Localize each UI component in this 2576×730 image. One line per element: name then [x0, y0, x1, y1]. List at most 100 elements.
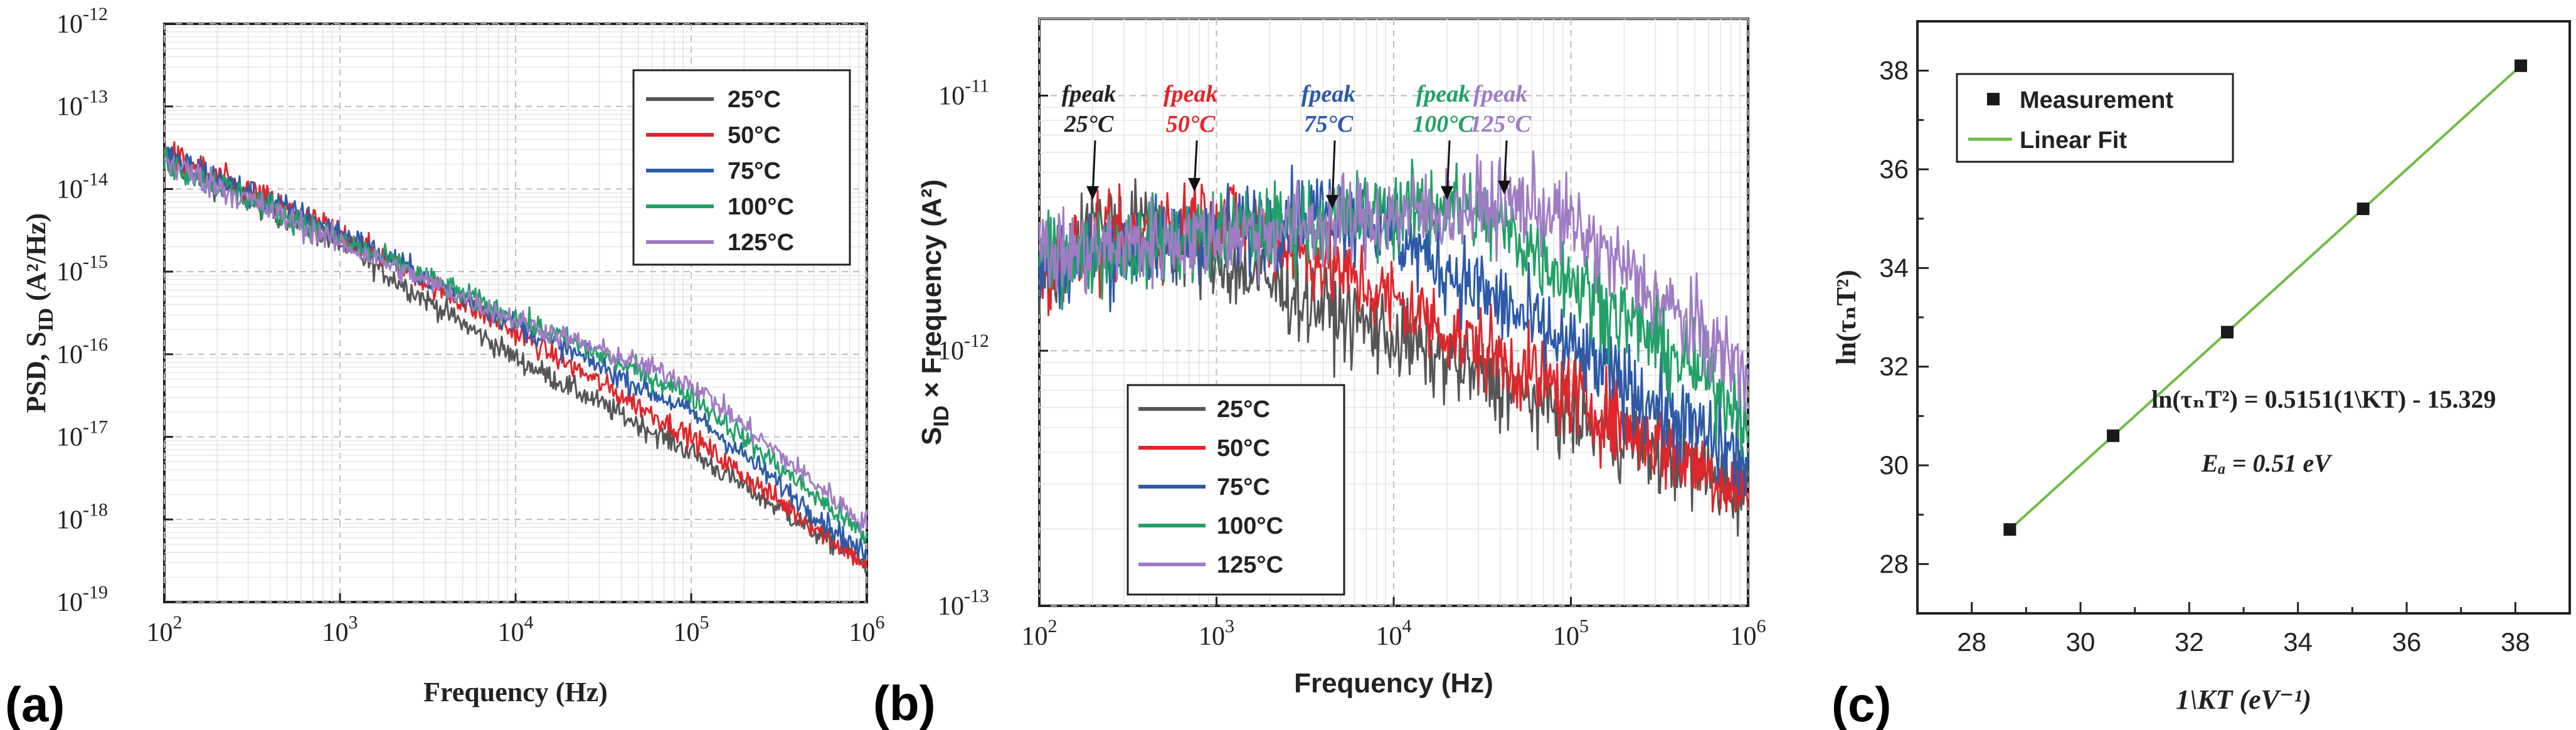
panel-b-ytick-label-2: 10-11 — [938, 75, 989, 110]
panel-b-xtick-label-1: 103 — [1199, 616, 1234, 651]
panel-c-letter: (c) — [1831, 677, 1891, 730]
panel-a-letter: (a) — [5, 677, 65, 730]
panel-a-ytick-label-7: 10-12 — [56, 4, 108, 39]
panel-c-xtick-label-1: 30 — [2066, 627, 2096, 657]
panel-a-xtick-label-0: 102 — [147, 612, 183, 647]
panel-a-tick-labels: 102 103 104 105 106 10-19 10-18 10-17 10-16 10-15… — [56, 4, 885, 647]
panel-a-series-3 — [163, 146, 868, 544]
panel-c-xtick-label-4: 36 — [2392, 627, 2422, 657]
panel-c-x-axis-title: 1\KT (eV⁻¹) — [2176, 684, 2311, 715]
panel-c-series — [2003, 59, 2527, 536]
panel-b-y-axis-title: SID × Frequency (A²) — [916, 179, 953, 445]
panel-b-anno-arrowhead-4 — [1498, 180, 1511, 194]
panel-b-anno-temp-2: 75°C — [1304, 111, 1354, 137]
panel-b-anno-title-0: fpeak — [1062, 81, 1116, 107]
panel-c-activation-energy: Eₐ = 0.51 eV — [2201, 449, 2333, 477]
panel-b-legend: 25°C 50°C 75°C 100°C 125°C — [1126, 384, 1345, 596]
panel-b-anno-title-3: fpeak — [1416, 81, 1471, 107]
panel-c-fit-equation: ln(τₙT²) = 0.5151(1\KT) - 15.329 — [2151, 385, 2496, 413]
panel-b-tick-labels: 102 103 104 105 106 10-13 10-12 10-11 — [938, 75, 1766, 651]
panel-a-ytick-label-5: 10-14 — [56, 169, 108, 204]
panel-c-legend-label-1: Linear Fit — [2020, 127, 2127, 154]
panel-a-series — [163, 140, 868, 574]
panel-a-ytick-label-4: 10-15 — [56, 251, 108, 287]
panel-c-ytick-label-3: 34 — [1879, 253, 1909, 282]
panel-b-legend-label-2: 75°C — [1217, 474, 1270, 500]
panel-b-anno-temp-4: 125°C — [1470, 111, 1531, 137]
panel-a-ytick-label-0: 10-19 — [56, 582, 108, 617]
panel-a-psd-chart: 102 103 104 105 106 10-19 10-18 10-17 10-16 10-15… — [5, 4, 885, 730]
panel-c-ytick-label-4: 36 — [1879, 154, 1909, 184]
panel-b-anno-arrowhead-0 — [1086, 186, 1100, 200]
panel-a-x-axis-title: Frequency (Hz) — [423, 677, 608, 707]
panel-a-xtick-label-3: 105 — [674, 612, 709, 647]
panel-b-legend-box — [1126, 384, 1345, 596]
panel-a-legend-label-2: 75°C — [728, 158, 781, 184]
panel-c-point-2 — [2221, 325, 2234, 339]
panel-a-xtick-label-2: 104 — [498, 612, 534, 647]
panel-c-legend-label-0: Measurement — [2020, 87, 2173, 114]
panel-b-ytick-label-1: 10-12 — [938, 331, 989, 366]
panel-c-xtick-label-5: 38 — [2501, 627, 2530, 657]
panel-a-ytick-label-6: 10-13 — [56, 87, 108, 122]
panel-b-xtick-label-4: 106 — [1731, 616, 1766, 651]
panel-a-ytick-label-3: 10-16 — [56, 334, 108, 369]
panel-a-y-axis-title: PSD, SID (A²/Hz) — [21, 213, 58, 413]
panel-a-ytick-label-1: 10-18 — [56, 499, 108, 534]
panel-b-anno-arrow-2 — [1331, 140, 1336, 205]
panel-c-point-3 — [2356, 202, 2370, 215]
panel-a-xtick-label-1: 103 — [322, 612, 358, 647]
panel-c-xtick-label-2: 32 — [2175, 627, 2204, 657]
panel-b-anno-title-4: fpeak — [1473, 81, 1528, 107]
panel-c-arrhenius-chart: 28 30 32 34 36 38 28 30 32 34 36 38 1\KT (eV⁻¹) ln(… — [1831, 20, 2571, 730]
panel-c-legend: Measurement Linear Fit — [1956, 73, 2234, 163]
panel-b-anno-temp-0: 25°C — [1064, 111, 1114, 137]
panel-c-ytick-label-0: 28 — [1879, 549, 1909, 578]
panel-a-legend-label-0: 25°C — [728, 87, 781, 113]
panel-b-series — [1038, 150, 1749, 537]
panel-a-legend-label-4: 125°C — [728, 230, 794, 256]
panel-b-x-axis-title: Frequency (Hz) — [1294, 668, 1493, 699]
panel-c-point-4 — [2515, 59, 2527, 72]
panel-c-legend-box — [1956, 73, 2234, 163]
panel-b-series-4 — [1038, 150, 1749, 413]
panel-b-normalized-chart: 102 103 104 105 106 10-13 10-12 10-11 fpeak 25°C… — [873, 18, 1766, 730]
panel-a-legend-label-1: 50°C — [728, 122, 781, 149]
panel-b-anno-arrowhead-1 — [1188, 177, 1201, 192]
panel-a-legend: 25°C 50°C 75°C 100°C 125°C — [632, 69, 851, 266]
panel-b-xtick-label-3: 105 — [1553, 616, 1589, 651]
panel-b-legend-label-3: 100°C — [1217, 513, 1283, 539]
panel-a-ytick-label-2: 10-17 — [56, 417, 108, 452]
panel-c-y-axis-title: ln(τₙT²) — [1831, 270, 1862, 365]
panel-b-fpeak-annotations: fpeak 25°C fpeak 50°C fpeak 75°C fpeak 100°C fpe… — [1062, 81, 1531, 209]
panel-c-xtick-label-0: 28 — [1957, 627, 1986, 657]
panel-a-xtick-label-4: 106 — [849, 612, 885, 647]
panel-c-point-1 — [2107, 429, 2119, 442]
panel-b-anno-temp-1: 50°C — [1166, 111, 1216, 137]
panel-a-series-2 — [163, 146, 868, 561]
panel-a-series-4 — [163, 157, 868, 534]
panel-a-legend-box — [632, 69, 851, 266]
panel-c-xtick-label-3: 34 — [2283, 627, 2313, 657]
panel-b-legend-label-0: 25°C — [1217, 396, 1270, 423]
panel-b-anno-temp-3: 100°C — [1413, 111, 1474, 137]
panel-b-xtick-label-2: 104 — [1376, 616, 1412, 651]
panel-a-legend-label-3: 100°C — [728, 194, 794, 220]
panel-b-legend-label-4: 125°C — [1217, 552, 1283, 578]
panel-a-grid — [164, 23, 867, 603]
panel-b-ytick-label-0: 10-13 — [938, 586, 989, 621]
panel-c-point-0 — [2003, 523, 2017, 536]
panel-b-anno-title-2: fpeak — [1301, 81, 1356, 107]
panel-c-fit-line — [2008, 65, 2522, 531]
panel-c-ytick-label-2: 32 — [1879, 352, 1909, 381]
panel-a-series-1 — [163, 140, 868, 569]
panel-b-letter: (b) — [873, 675, 936, 730]
panel-b-xtick-label-0: 102 — [1022, 616, 1057, 651]
panel-b-anno-arrowhead-2 — [1326, 194, 1339, 209]
panel-b-anno-arrowhead-3 — [1441, 186, 1454, 200]
panel-b-legend-label-1: 50°C — [1217, 435, 1270, 462]
panel-b-anno-title-1: fpeak — [1163, 81, 1218, 107]
panel-c-ticks: 28 30 32 34 36 38 28 30 32 34 36 38 — [1879, 20, 2571, 657]
panel-c-ytick-label-1: 30 — [1879, 450, 1909, 480]
